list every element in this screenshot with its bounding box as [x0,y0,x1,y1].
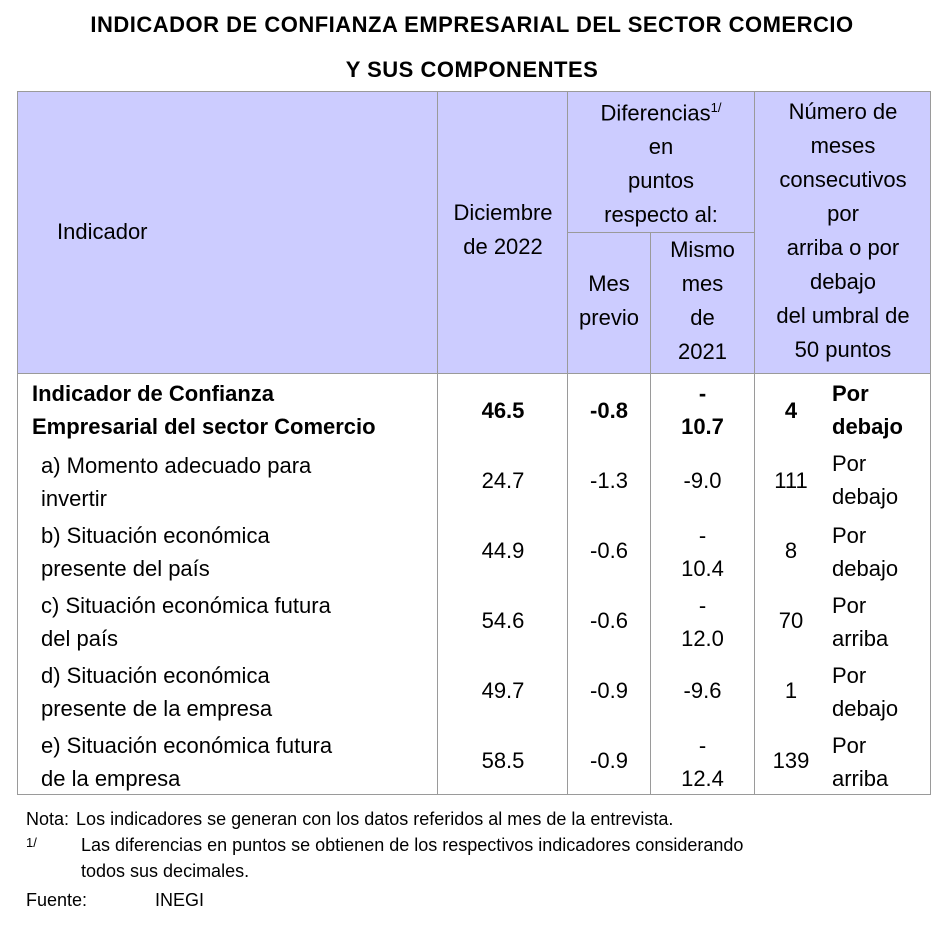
header-numero-meses: Número de meses consecutivos por arriba … [776,99,910,362]
table-cell-num: 1 [784,678,798,703]
table-cell-num: 70 [778,608,804,633]
source-label: Fuente: [26,890,88,910]
note-line: Nota: Los indicadores se generan con los… [26,809,674,829]
page-subtitle: Y SUS COMPONENTES [345,57,599,82]
footnote-marker: 1/ [26,835,37,850]
table-cell-mismo: -12.4 [681,733,724,791]
table-cell-num: 139 [772,748,810,773]
table-cell-diciembre: 24.7 [481,468,525,493]
header-diciembre: Diciembre de 2022 [453,200,553,259]
table-cell-mes: -0.9 [590,748,628,773]
table-cell-mismo: -9.6 [683,678,722,703]
table-cell-mismo: -10.4 [681,523,724,581]
table-cell-dir: Por arriba [832,593,889,651]
table-row-label: a) Momento adecuado para invertir [41,453,312,511]
page-title: INDICADOR DE CONFIANZA EMPRESARIAL DEL S… [90,12,854,37]
table-cell-dir: Por debajo [832,381,903,439]
table-header-bg [17,91,931,373]
table-cell-mismo: -12.0 [681,593,724,651]
table-cell-mes: -0.6 [590,538,628,563]
table-cell-num: 8 [784,538,798,563]
source-value: INEGI [155,890,205,910]
header-diferencias: Diferencias1/ en puntos respecto al: [600,100,722,228]
table-cell-diciembre: 54.6 [481,608,525,633]
table-cell-mismo: -10.7 [681,381,724,439]
header-mismo-mes: Mismo mes de 2021 [670,237,735,364]
table-row-label: Indicador de Confianza Empresarial del s… [32,381,376,439]
table-row-label: d) Situación económica presente de la em… [41,663,273,721]
header-mes-previo: Mes previo [579,271,639,330]
table-cell-dir: Por debajo [832,663,899,721]
table-cell-diciembre: 58.5 [481,748,525,773]
table-row-label: c) Situación económica futura del país [41,593,331,651]
table-cell-diciembre: 44.9 [481,538,525,563]
table-row-label: e) Situación económica futura de la empr… [41,733,333,791]
table-cell-mes: -0.8 [590,398,628,423]
table-cell-diciembre: 46.5 [481,398,525,423]
table-cell-mes: -0.6 [590,608,628,633]
indicator-table: Indicador Diciembre de 2022 Diferencias1… [17,91,931,795]
table-cell-dir: Por debajo [832,451,899,509]
table-cell-num: 4 [784,398,798,423]
footnote-text: Las diferencias en puntos se obtienen de… [81,835,744,881]
table-cell-diciembre: 49.7 [481,678,525,703]
table-row-label: b) Situación económica presente del país [41,523,270,581]
table-cell-mes: -1.3 [590,468,628,493]
header-indicador: Indicador [57,219,148,244]
table-cell-num: 111 [774,468,808,493]
table-cell-mismo: -9.0 [683,468,722,493]
table-cell-mes: -0.9 [590,678,628,703]
table-cell-dir: Por arriba [832,733,889,791]
table-cell-dir: Por debajo [832,523,899,581]
